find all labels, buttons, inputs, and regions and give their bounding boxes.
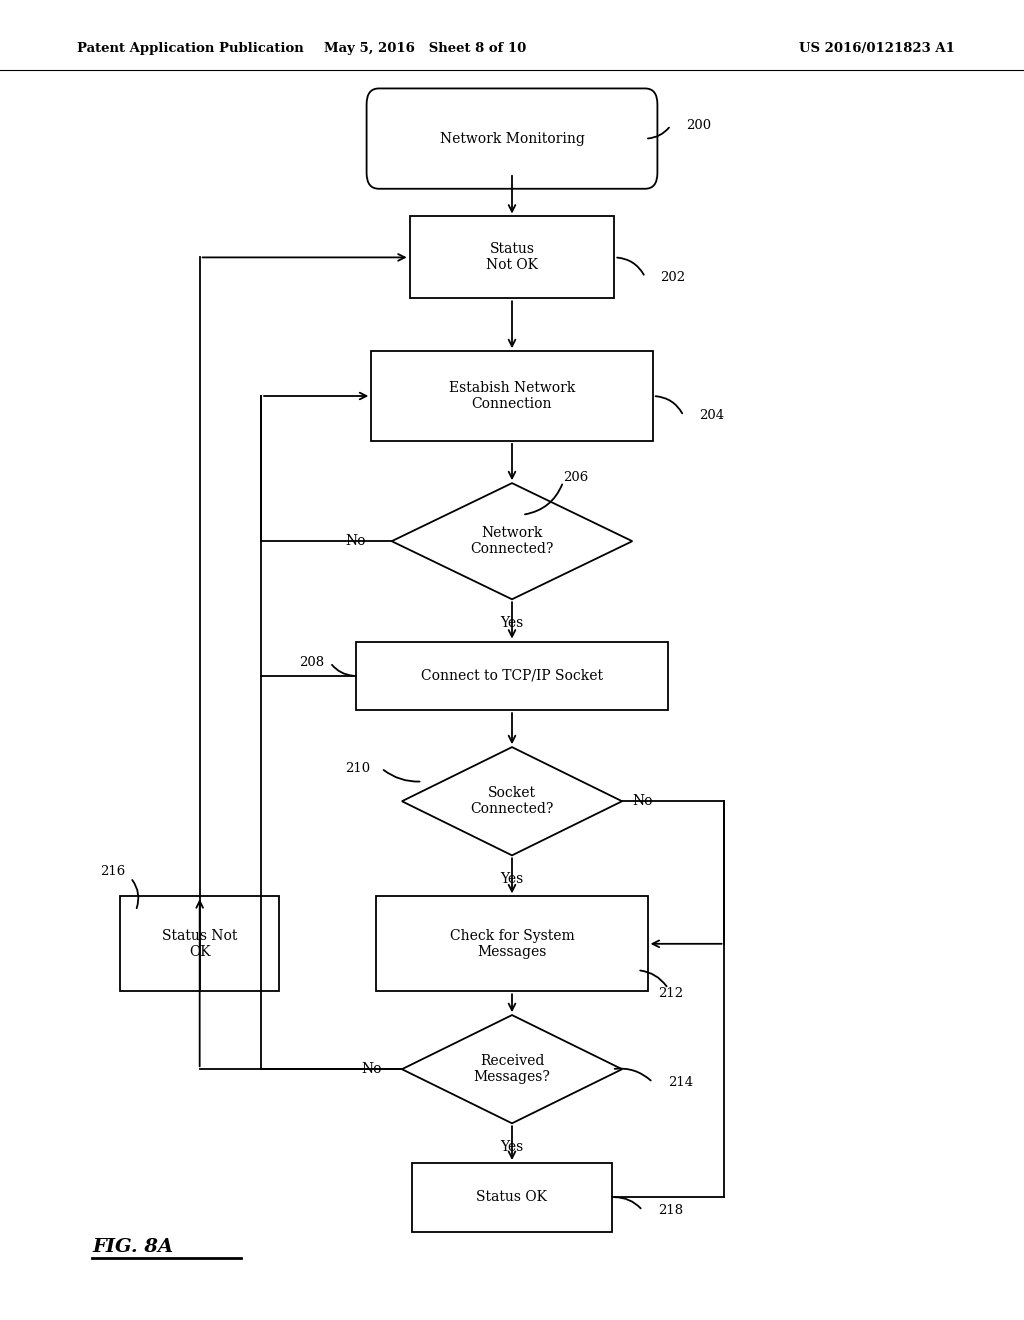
Text: 210: 210 [346,762,371,775]
Text: 206: 206 [563,471,589,484]
Text: Yes: Yes [501,616,523,630]
Bar [121,896,279,991]
Text: Network Monitoring: Network Monitoring [439,132,585,145]
Text: No: No [632,795,653,808]
Text: 200: 200 [686,119,712,132]
Polygon shape [391,483,632,599]
FancyBboxPatch shape [367,88,657,189]
Text: Yes: Yes [501,1140,523,1154]
Text: Status OK: Status OK [476,1191,548,1204]
Text: Connect to TCP/IP Socket: Connect to TCP/IP Socket [421,669,603,682]
Bar [377,896,648,991]
Text: 202: 202 [660,271,686,284]
Bar [410,216,614,298]
Text: Received
Messages?: Received Messages? [473,1055,551,1084]
Text: Check for System
Messages: Check for System Messages [450,929,574,958]
Text: Status
Not OK: Status Not OK [486,243,538,272]
Polygon shape [401,1015,623,1123]
Text: Socket
Connected?: Socket Connected? [470,787,554,816]
Text: 208: 208 [300,656,325,669]
Text: Network
Connected?: Network Connected? [470,527,554,556]
Text: FIG. 8A: FIG. 8A [92,1238,173,1257]
Text: 214: 214 [669,1076,693,1089]
Text: No: No [345,535,367,548]
Text: Estabish Network
Connection: Estabish Network Connection [449,381,575,411]
Text: Yes: Yes [501,873,523,886]
Bar [356,642,669,710]
Bar [412,1163,611,1232]
Text: No: No [360,1063,381,1076]
Text: 216: 216 [100,865,125,878]
Text: 204: 204 [698,409,724,422]
Text: 218: 218 [658,1204,683,1217]
Polygon shape [401,747,623,855]
Text: 212: 212 [658,987,683,1001]
Text: Patent Application Publication: Patent Application Publication [77,42,303,55]
Text: Status Not
OK: Status Not OK [162,929,238,958]
Text: US 2016/0121823 A1: US 2016/0121823 A1 [799,42,954,55]
Bar [371,351,653,441]
Text: May 5, 2016   Sheet 8 of 10: May 5, 2016 Sheet 8 of 10 [324,42,526,55]
